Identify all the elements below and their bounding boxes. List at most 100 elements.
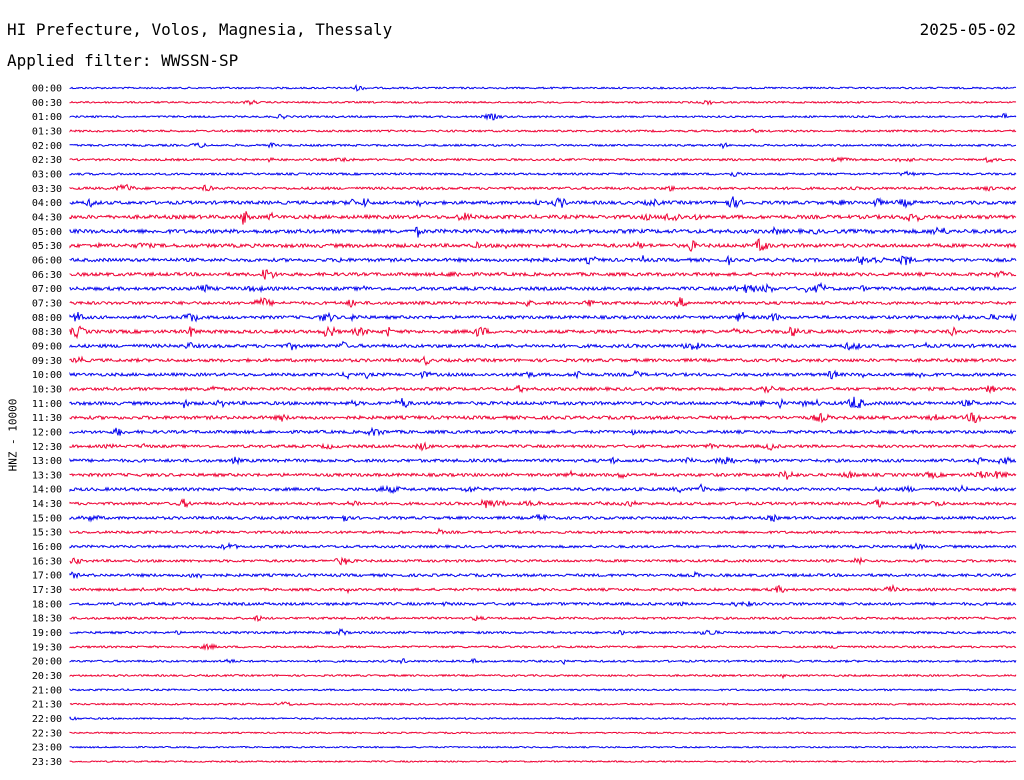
row-time-label: 13:00 [32, 456, 62, 467]
row-time-label: 04:30 [32, 212, 62, 223]
seismic-trace-2330 [69, 759, 1017, 764]
seismic-trace-1400 [69, 483, 1017, 495]
seismic-trace-1230 [69, 441, 1017, 452]
row-time-label: 06:30 [32, 270, 62, 281]
seismic-trace-0900 [69, 340, 1017, 351]
seismic-trace-0830 [69, 325, 1017, 340]
filter-value: WWSSN-SP [161, 51, 239, 70]
seismic-trace-1330 [69, 469, 1017, 480]
seismic-trace-0400 [69, 196, 1017, 209]
seismic-trace-0130 [69, 128, 1017, 134]
station-title: HI Prefecture, Volos, Magnesia, Thessaly [7, 20, 393, 39]
row-time-label: 18:30 [32, 614, 62, 625]
row-time-label: 22:00 [32, 714, 62, 725]
row-time-label: 09:00 [32, 341, 62, 352]
row-time-label: 00:30 [32, 98, 62, 109]
row-time-label: 10:30 [32, 384, 62, 395]
row-time-label: 21:30 [32, 700, 62, 711]
row-time-label: 02:30 [32, 155, 62, 166]
record-date: 2025-05-02 [919, 20, 1016, 39]
seismic-trace-1200 [69, 426, 1017, 437]
seismic-trace-2100 [69, 688, 1017, 692]
row-time-label: 00:00 [32, 84, 62, 95]
row-time-label: 14:30 [32, 499, 62, 510]
row-time-label: 16:30 [32, 556, 62, 567]
row-time-label: 19:30 [32, 642, 62, 653]
row-time-label: 11:30 [32, 413, 62, 424]
seismic-trace-1930 [69, 642, 1017, 651]
seismic-trace-0230 [69, 156, 1017, 164]
seismic-trace-1600 [69, 541, 1017, 551]
row-time-label: 21:00 [32, 685, 62, 696]
row-time-label: 16:00 [32, 542, 62, 553]
row-time-label: 01:00 [32, 112, 62, 123]
row-time-label: 09:30 [32, 356, 62, 367]
seismic-trace-0700 [69, 281, 1017, 294]
seismic-trace-2000 [69, 658, 1017, 666]
row-time-label: 08:30 [32, 327, 62, 338]
row-time-label: 04:00 [32, 198, 62, 209]
seismic-trace-0430 [69, 211, 1017, 225]
seismic-trace-0330 [69, 183, 1017, 192]
seismic-trace-1830 [69, 614, 1017, 623]
seismic-trace-1530 [69, 527, 1017, 535]
row-time-label: 23:30 [32, 757, 62, 768]
seismic-trace-2230 [69, 731, 1017, 735]
row-time-label: 10:00 [32, 370, 62, 381]
seismic-trace-1300 [69, 456, 1017, 466]
filter-label: Applied filter: [7, 51, 152, 70]
row-time-label: 05:00 [32, 227, 62, 238]
row-time-label: 02:00 [32, 141, 62, 152]
seismic-trace-2200 [69, 716, 1017, 721]
row-time-label: 20:00 [32, 657, 62, 668]
row-time-label: 15:30 [32, 528, 62, 539]
row-time-label: 08:00 [32, 313, 62, 324]
row-time-label: 01:30 [32, 126, 62, 137]
seismic-trace-1900 [69, 628, 1017, 637]
seismic-trace-1500 [69, 513, 1017, 523]
seismic-trace-1730 [69, 583, 1017, 595]
row-time-label: 22:30 [32, 728, 62, 739]
row-time-label: 07:00 [32, 284, 62, 295]
seismic-trace-0600 [69, 254, 1017, 266]
row-time-label: 05:30 [32, 241, 62, 252]
seismic-trace-0630 [69, 269, 1017, 280]
row-time-label: 15:00 [32, 513, 62, 524]
seismic-trace-2300 [69, 745, 1017, 749]
row-time-label: 19:00 [32, 628, 62, 639]
seismic-trace-0930 [69, 355, 1017, 367]
row-time-label: 12:30 [32, 442, 62, 453]
seismic-trace-1430 [69, 498, 1017, 509]
seismic-trace-0530 [69, 238, 1017, 252]
seismic-trace-0000 [69, 84, 1017, 92]
row-time-label: 18:00 [32, 599, 62, 610]
seismic-trace-0800 [69, 311, 1017, 323]
seismic-trace-1800 [69, 600, 1017, 608]
row-time-label: 20:30 [32, 671, 62, 682]
seismic-trace-1130 [69, 412, 1017, 424]
seismic-trace-0100 [69, 112, 1017, 121]
seismic-trace-1100 [69, 396, 1017, 410]
row-time-label: 17:00 [32, 571, 62, 582]
seismic-trace-0300 [69, 170, 1017, 177]
row-time-label: 17:30 [32, 585, 62, 596]
row-time-label: 03:30 [32, 184, 62, 195]
row-time-label: 11:00 [32, 399, 62, 410]
seismic-trace-0730 [69, 296, 1017, 309]
row-time-label: 03:00 [32, 169, 62, 180]
seismic-trace-0500 [69, 225, 1017, 238]
row-time-label: 13:30 [32, 470, 62, 481]
seismic-trace-2030 [69, 673, 1017, 680]
seismic-trace-2130 [69, 701, 1017, 707]
row-time-label: 07:30 [32, 298, 62, 309]
seismic-trace-0200 [69, 141, 1017, 150]
filter-info: Applied filter: WWSSN-SP [7, 51, 238, 70]
row-time-label: 06:00 [32, 255, 62, 266]
row-time-label: 12:00 [32, 427, 62, 438]
row-time-label: 23:00 [32, 743, 62, 754]
seismic-trace-1030 [69, 384, 1017, 394]
seismic-trace-1630 [69, 556, 1017, 566]
row-time-label: 14:00 [32, 485, 62, 496]
seismic-trace-0030 [69, 99, 1017, 106]
